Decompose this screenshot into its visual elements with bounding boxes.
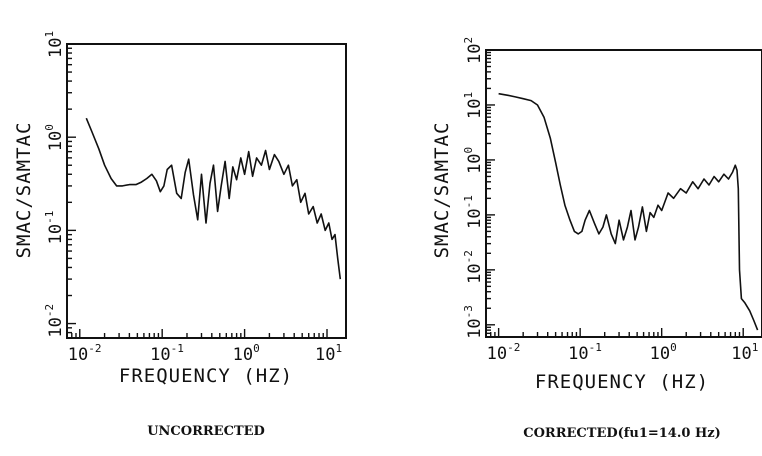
x-tick-labels: 10-2 10-1 100 101: [487, 341, 759, 364]
x-tick-labels: 10-2 10-1 100 101: [68, 342, 342, 365]
x-tick-label: 101: [731, 341, 758, 364]
x-tick-label: 101: [315, 342, 342, 365]
y-tick-label: 102: [462, 37, 485, 64]
x-tick-label: 10-2: [68, 342, 102, 365]
y-tick-label: 101: [43, 31, 66, 58]
series-line: [85, 117, 342, 280]
x-axis-label: FREQUENCY (HZ): [535, 371, 709, 393]
y-tick-label: 100: [462, 147, 485, 174]
x-tick-label: 100: [650, 341, 677, 364]
y-tick-label: 10-3: [462, 305, 485, 339]
tick-marks: [485, 49, 744, 338]
tick-marks: [66, 43, 328, 339]
x-tick-label: 100: [233, 342, 260, 365]
chart-uncorrected: 10-2 10-1 100 101 10-2 10-1 100 101 FREQUENCY …: [13, 31, 347, 439]
y-tick-label: 10-2: [43, 304, 66, 338]
y-tick-label: 10-2: [462, 250, 485, 284]
y-tick-label: 100: [43, 124, 66, 151]
chart-caption: CORRECTED(fu1=14.0 Hz): [523, 426, 721, 441]
y-tick-label: 10-1: [43, 211, 66, 245]
x-tick-label: 10-2: [487, 341, 521, 364]
x-axis-label: FREQUENCY (HZ): [119, 365, 293, 387]
chart-caption: UNCORRECTED: [147, 424, 265, 439]
x-tick-label: 10-1: [568, 341, 602, 364]
x-tick-label: 10-1: [150, 342, 184, 365]
series-line: [498, 92, 759, 331]
y-tick-label: 10-1: [462, 195, 485, 229]
plot-frame: [66, 43, 347, 339]
plot-frame: [485, 49, 762, 338]
y-axis-label: SMAC/SAMTAC: [431, 122, 453, 259]
y-axis-label: SMAC/SAMTAC: [13, 122, 35, 259]
y-tick-labels: 10-2 10-1 100 101: [43, 31, 66, 338]
y-tick-labels: 10-3 10-2 10-1 100 101 102: [462, 37, 485, 339]
y-tick-label: 101: [462, 92, 485, 119]
